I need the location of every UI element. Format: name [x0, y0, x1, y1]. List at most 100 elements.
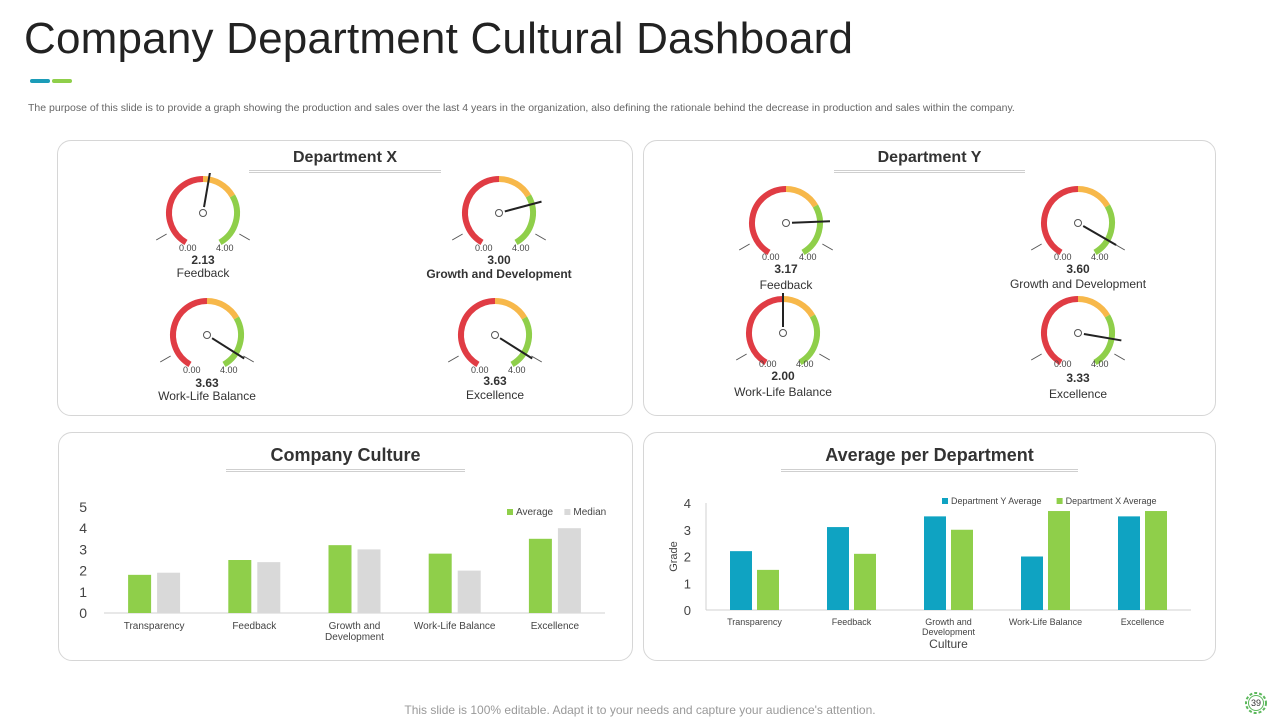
y-tick-label: 1: [79, 584, 87, 600]
gauge-value: 3.33: [1066, 371, 1090, 385]
gauge-label: Growth and Development: [426, 267, 572, 281]
x-category-label: Growth and: [925, 617, 972, 627]
gauge-tick: [822, 243, 834, 251]
gauge-arc-yellow: [202, 176, 236, 198]
gauge-hub: [1074, 219, 1082, 227]
gauge-arc-red: [166, 176, 204, 246]
gauge-needle: [504, 200, 542, 213]
x-category-label: Excellence: [531, 621, 580, 632]
gauge-needle: [791, 220, 831, 224]
y-axis-title: Grade: [668, 541, 680, 572]
company-culture-title: Company Culture: [59, 445, 632, 472]
gauge-tick: [819, 353, 831, 361]
gauge-needle: [211, 337, 245, 360]
gauge-value: 3.60: [1066, 262, 1090, 276]
gauge-label: Feedback: [176, 266, 230, 280]
bar-median: [557, 528, 581, 613]
department-x-panel: Department X 0.00 4.00 2.13 Feedback 0.0…: [57, 140, 633, 416]
gauge-max: 4.00: [512, 243, 530, 253]
department-x-title: Department X: [58, 149, 632, 173]
gauge-dial: [155, 173, 251, 246]
gauge-x-feedback: 0.00 4.00 2.13 Feedback: [118, 173, 288, 293]
gauge-tick: [531, 355, 543, 363]
y-tick-label: 4: [79, 520, 87, 536]
gauge-dial: [1030, 296, 1126, 366]
gauge-label: Excellence: [465, 388, 525, 402]
gauge-arc-yellow: [1077, 296, 1111, 318]
x-category-label: Work-Life Balance: [414, 621, 496, 632]
gauge-hub: [1074, 329, 1082, 337]
average-per-department-chart: 0 1 2 3 4 Transparency Feedback Growth andDevel…: [668, 496, 1191, 651]
footer-note: This slide is 100% editable. Adapt it to…: [404, 703, 876, 717]
gauge-hub: [779, 329, 787, 337]
gauge-tick: [1030, 353, 1042, 361]
y-tick-label: 2: [79, 563, 87, 579]
gauge-max: 4.00: [508, 365, 526, 375]
gauge-tick: [447, 355, 459, 363]
gauge-arc-yellow: [1077, 186, 1111, 208]
bar-average: [328, 545, 352, 613]
gauge-arc-yellow: [785, 186, 819, 208]
bar-department-y-average: [1118, 516, 1140, 610]
bar-average: [528, 538, 552, 613]
y-tick-label: 3: [684, 523, 691, 538]
gauge-label: Feedback: [759, 278, 813, 292]
y-tick-label: 0: [79, 605, 87, 621]
page-number-badge: 39: [1243, 690, 1269, 716]
gauge-arc-red: [1041, 296, 1079, 366]
legend-swatch: [942, 498, 948, 504]
gauge-value: 2.13: [191, 253, 215, 267]
gauge-x-growth: 0.00 4.00 3.00 Growth and Development: [414, 173, 584, 293]
bar-department-x-average: [854, 553, 876, 610]
legend-swatch: [564, 509, 571, 515]
gauge-hub: [782, 219, 790, 227]
bar-department-x-average: [1145, 511, 1167, 610]
bar-department-x-average: [757, 569, 779, 610]
company-culture-chart: 0 1 2 3 4 5 Transparency Feedback Growth andDeve…: [79, 499, 606, 643]
bar-department-y-average: [924, 516, 946, 610]
legend-label: Median: [573, 507, 606, 518]
gauge-min: 0.00: [762, 252, 780, 262]
gauge-dial: [451, 176, 547, 246]
bar-department-y-average: [730, 551, 752, 610]
bar-median: [457, 570, 481, 613]
gauge-label: Excellence: [1048, 387, 1108, 401]
x-category-label: Development: [922, 627, 976, 637]
legend-label: Average: [516, 507, 554, 518]
gauge-arc-green: [1093, 204, 1115, 256]
bar-average: [128, 574, 152, 613]
gauge-value: 3.63: [483, 374, 507, 388]
bar-department-y-average: [1021, 556, 1043, 610]
bar-median: [357, 549, 381, 613]
gauge-max: 4.00: [220, 365, 238, 375]
gauge-y-feedback: 0.00 4.00 3.17 Feedback: [701, 183, 871, 303]
page-title: Company Department Cultural Dashboard: [24, 14, 854, 63]
gauge-arc-yellow: [206, 298, 240, 320]
gauge-tick: [155, 233, 167, 241]
bar-median: [257, 562, 281, 613]
gauge-min: 0.00: [1054, 252, 1072, 262]
gauge-tick: [159, 355, 171, 363]
gauge-max: 4.00: [799, 252, 817, 262]
bar-department-x-average: [951, 529, 973, 610]
gauge-arc-green: [798, 314, 820, 366]
gauge-dial: [1030, 186, 1126, 256]
gauge-arc-red: [170, 298, 208, 368]
gauge-max: 4.00: [1091, 252, 1109, 262]
gauge-value: 3.00: [487, 253, 511, 267]
gauge-arc-red: [1041, 186, 1079, 256]
gauge-value: 3.63: [195, 376, 219, 390]
gauge-max: 4.00: [1091, 359, 1109, 369]
x-category-label: Feedback: [232, 621, 277, 632]
bar-median: [157, 572, 181, 613]
x-category-label: Growth and: [329, 621, 381, 632]
gauge-arc-green: [510, 316, 532, 368]
x-category-label: Transparency: [727, 617, 782, 627]
gauge-dial: [159, 298, 255, 368]
gauge-arc-red: [746, 296, 784, 366]
gauge-hub: [491, 331, 499, 339]
gauge-min: 0.00: [183, 365, 201, 375]
gauge-arc-green: [801, 204, 823, 256]
gauge-tick: [239, 233, 251, 241]
gauge-min: 0.00: [475, 243, 493, 253]
